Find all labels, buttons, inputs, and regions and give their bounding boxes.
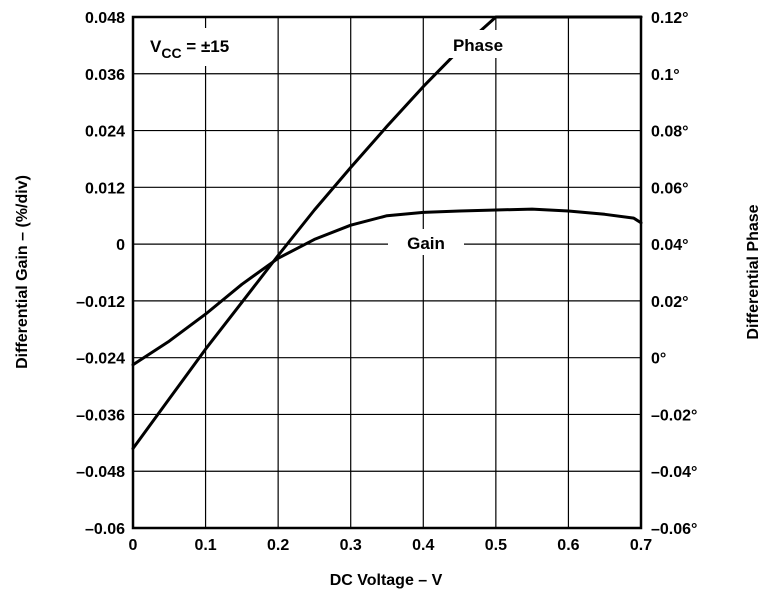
x-tick-label: 0.5 <box>485 537 507 554</box>
x-tick-label: 0.7 <box>630 537 652 554</box>
left-tick-label: –0.06 <box>85 521 125 538</box>
right-tick-label: 0.1° <box>651 67 680 84</box>
left-tick-label: 0.024 <box>85 124 125 141</box>
left-tick-label: –0.012 <box>76 294 125 311</box>
left-tick-label: 0.036 <box>85 67 125 84</box>
gain-label-bg <box>388 229 464 255</box>
right-tick-label: –0.06° <box>651 521 697 538</box>
right-tick-label: –0.04° <box>651 464 697 481</box>
phase-label-bg <box>440 30 516 58</box>
condition-sub: CC <box>161 45 181 61</box>
x-tick-label: 0.1 <box>194 537 216 554</box>
left-tick-label: 0 <box>116 237 125 254</box>
left-axis-title: Differential Gain – (%/div) <box>14 175 31 369</box>
x-tick-label: 0.2 <box>267 537 289 554</box>
x-tick-labels: 0 0.1 0.2 0.3 0.4 0.5 0.6 0.7 <box>129 537 653 554</box>
series-line-gain <box>131 207 643 367</box>
left-tick-labels: 0.048 0.036 0.024 0.012 0 –0.012 –0.024 –0.036 –… <box>76 10 125 538</box>
condition-rest: = ±15 <box>182 37 230 56</box>
right-tick-labels: 0.12° 0.1° 0.08° 0.06° 0.04° 0.02° 0° –0.02° –0.… <box>651 10 697 538</box>
left-tick-label: –0.024 <box>76 351 125 368</box>
right-tick-label: 0.04° <box>651 237 689 254</box>
left-tick-label: 0.012 <box>85 180 125 197</box>
grid <box>133 17 641 528</box>
x-tick-label: 0.6 <box>557 537 579 554</box>
gain-series-label: Gain <box>407 234 445 253</box>
svg-text:VCC = ±15: VCC = ±15 <box>150 37 229 61</box>
phase-series-label: Phase <box>453 36 503 55</box>
series-lines <box>131 15 643 450</box>
right-tick-label: –0.02° <box>651 407 697 424</box>
right-axis-title: Differential Phase <box>745 204 759 339</box>
x-axis-title: DC Voltage – V <box>330 572 443 589</box>
right-tick-label: 0.12° <box>651 10 689 27</box>
series-line-phase <box>131 15 643 450</box>
right-tick-label: 0° <box>651 351 666 368</box>
condition-label: VCC = ±15 <box>143 28 268 66</box>
left-tick-label: 0.048 <box>85 10 125 27</box>
right-tick-label: 0.08° <box>651 124 689 141</box>
x-tick-label: 0 <box>129 537 138 554</box>
left-tick-label: –0.036 <box>76 407 125 424</box>
condition-main: V <box>150 37 162 56</box>
plot-frame <box>131 15 643 530</box>
left-tick-label: –0.048 <box>76 464 125 481</box>
right-tick-label: 0.06° <box>651 180 689 197</box>
x-tick-label: 0.3 <box>340 537 362 554</box>
x-tick-label: 0.4 <box>412 537 434 554</box>
right-tick-label: 0.02° <box>651 294 689 311</box>
